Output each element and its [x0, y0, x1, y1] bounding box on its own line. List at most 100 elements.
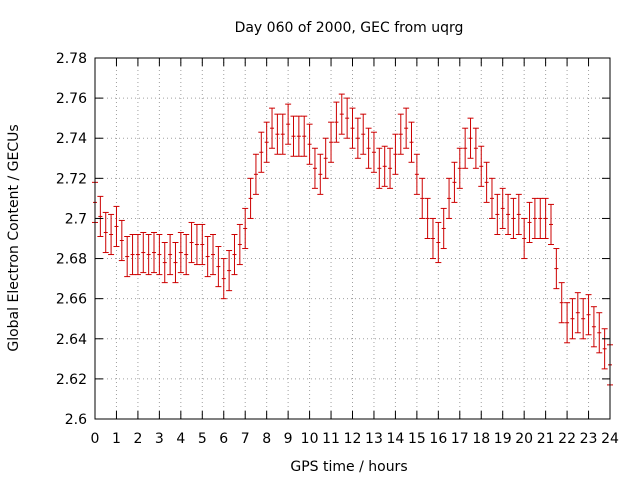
error-bar-point	[456, 147, 463, 189]
error-bar-point	[311, 147, 318, 189]
error-bar-point	[580, 298, 587, 340]
x-tick-label: 17	[451, 431, 469, 447]
error-bar-point	[360, 113, 367, 155]
error-bar-point	[290, 115, 297, 157]
error-bar-point	[183, 233, 190, 276]
x-tick-label: 24	[601, 431, 619, 447]
y-tick-label: 2.6	[65, 412, 87, 428]
error-bar-point	[478, 145, 485, 187]
error-bar-point	[370, 131, 377, 173]
error-bar-point	[193, 223, 200, 266]
x-tick-label: 9	[284, 431, 293, 447]
x-tick-label: 6	[219, 431, 228, 447]
x-tick-label: 16	[429, 431, 447, 447]
error-bar-point	[424, 197, 431, 239]
error-bar-point	[156, 233, 163, 276]
error-bar-point	[451, 161, 458, 203]
error-bar-point	[472, 127, 479, 169]
axis-ticks: 2.62.622.642.662.682.72.722.742.762.780 1…	[56, 51, 619, 447]
x-tick-label: 14	[387, 431, 405, 447]
data-series	[92, 93, 613, 386]
error-bar-point	[381, 145, 388, 187]
x-tick-label: 1	[112, 431, 121, 447]
x-axis-label: GPS time / hours	[290, 459, 407, 475]
error-bar-point	[574, 292, 581, 334]
error-bar-point	[601, 328, 608, 370]
error-bar-point	[108, 213, 115, 256]
error-bar-point	[279, 113, 286, 155]
y-tick-label: 2.7	[65, 211, 87, 227]
x-tick-label: 21	[537, 431, 555, 447]
x-tick-label: 7	[241, 431, 250, 447]
y-tick-label: 2.74	[56, 131, 87, 147]
x-tick-label: 20	[515, 431, 533, 447]
error-bar-point	[494, 193, 501, 235]
error-bar-point	[124, 235, 131, 278]
error-bar-point	[301, 115, 308, 157]
x-tick-label: 19	[494, 431, 512, 447]
error-bar-point	[140, 231, 147, 274]
error-bar-point	[387, 147, 394, 189]
error-bar-point	[531, 197, 538, 239]
error-bar-point	[510, 197, 517, 239]
error-bar-point	[226, 250, 233, 292]
y-tick-label: 2.64	[56, 332, 87, 348]
x-tick-label: 11	[322, 431, 340, 447]
y-tick-label: 2.76	[56, 91, 87, 107]
error-bar-point	[365, 127, 372, 169]
error-bar-point	[295, 115, 302, 157]
error-bar-point	[429, 217, 436, 260]
error-bar-point	[252, 153, 259, 195]
error-bar-point	[269, 107, 276, 149]
error-bar-point	[199, 223, 206, 266]
error-bar-point	[564, 302, 571, 344]
error-bar-point	[499, 187, 506, 229]
error-bar-point	[488, 177, 495, 219]
y-tick-label: 2.66	[56, 292, 87, 308]
error-bar-point	[547, 203, 554, 246]
error-bar-point	[558, 282, 565, 324]
error-bar-point	[145, 233, 152, 276]
error-bar-point	[306, 123, 313, 165]
error-bar-point	[392, 133, 399, 175]
y-axis-label: Global Electron Content / GECUs	[6, 124, 22, 351]
error-bar-point	[328, 121, 335, 163]
error-bar-point	[258, 131, 265, 173]
error-bar-point	[354, 117, 361, 159]
error-bar-point	[349, 107, 356, 149]
x-tick-label: 3	[155, 431, 164, 447]
error-bar-point	[526, 201, 533, 244]
error-bar-point	[376, 147, 383, 189]
x-tick-label: 8	[262, 431, 271, 447]
y-tick-label: 2.62	[56, 372, 87, 388]
error-bar-point	[338, 93, 345, 135]
x-tick-label: 5	[198, 431, 207, 447]
error-bar-point	[220, 258, 227, 300]
x-tick-label: 15	[408, 431, 426, 447]
error-bar-point	[167, 233, 174, 276]
chart-title: Day 060 of 2000, GEC from uqrg	[235, 20, 464, 36]
error-bar-point	[236, 223, 243, 266]
error-bar-point	[521, 217, 528, 260]
error-bar-point	[242, 207, 249, 250]
error-bar-point	[585, 294, 592, 336]
x-tick-label: 4	[176, 431, 185, 447]
error-bar-point	[553, 248, 560, 290]
error-bar-point	[446, 177, 453, 219]
error-bar-point	[596, 312, 603, 354]
error-bar-point	[467, 117, 474, 159]
error-bar-point	[462, 127, 469, 169]
error-bar-point	[129, 233, 136, 276]
error-bar-point	[440, 207, 447, 250]
y-tick-label: 2.78	[56, 51, 87, 67]
x-tick-label: 2	[133, 431, 142, 447]
error-bar-point	[537, 197, 544, 239]
error-bar-point	[102, 211, 109, 254]
error-bar-point	[247, 177, 254, 219]
x-tick-label: 22	[558, 431, 576, 447]
y-tick-label: 2.72	[56, 171, 87, 187]
error-bar-point	[419, 177, 426, 219]
error-bar-point	[134, 233, 141, 276]
